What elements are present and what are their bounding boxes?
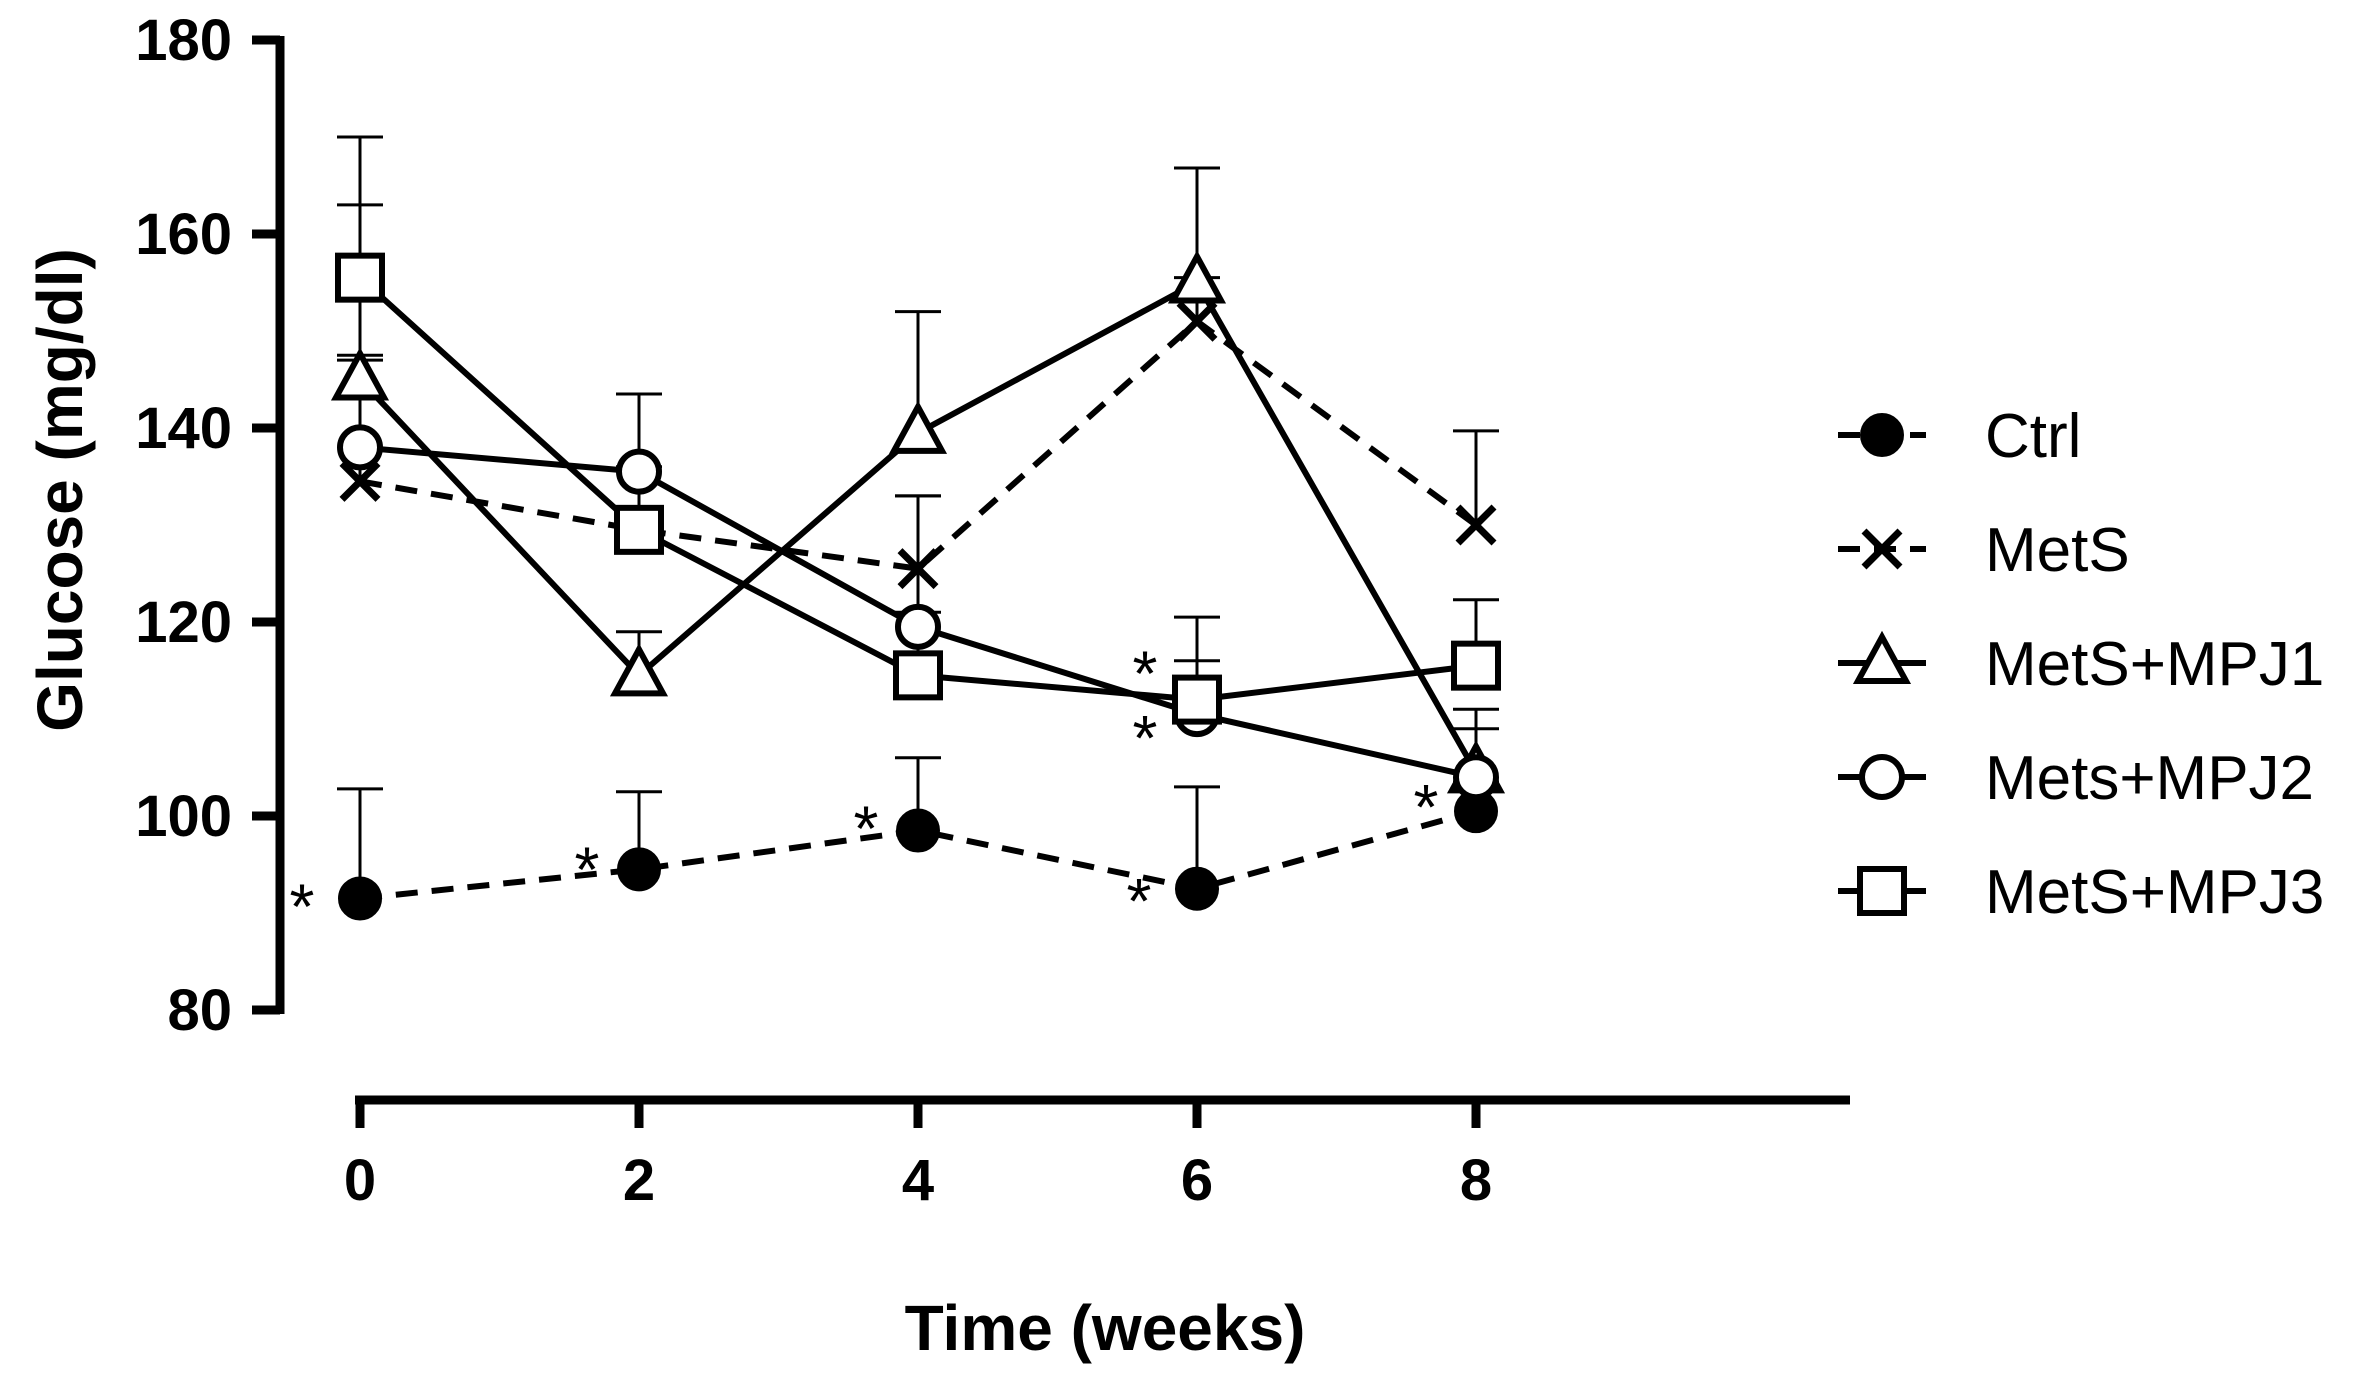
significance-star: * [1133, 638, 1158, 710]
legend-entry: MetS [1838, 516, 2130, 585]
y-tick-label: 80 [167, 978, 232, 1043]
data-point-mets-mpj1 [888, 400, 948, 454]
series-line-mets [359, 318, 1478, 572]
y-tick-label: 100 [135, 784, 232, 849]
data-point-mets [339, 460, 381, 502]
y-tick-label: 160 [135, 202, 232, 267]
data-point-mets-mpj1 [330, 347, 390, 401]
legend-label: Ctrl [1985, 402, 2081, 471]
series-line-ctrl [359, 808, 1477, 902]
significance-star: * [854, 793, 879, 865]
y-tick-label: 180 [135, 8, 232, 73]
data-point-mets-mpj2 [895, 603, 941, 650]
legend-marker [1861, 528, 1903, 570]
error-bars [337, 135, 1499, 899]
data-point-mets-mpj3 [335, 252, 385, 303]
legend-label: MetS+MPJ1 [1985, 630, 2324, 699]
y-tick-label: 140 [135, 396, 232, 461]
legend-marker [1859, 754, 1905, 800]
legend-marker [1860, 413, 1904, 457]
data-point-mets-mpj2 [337, 424, 383, 471]
significance-star: * [1414, 771, 1439, 843]
data-point-mets-mpj1 [609, 643, 669, 697]
significance-annotations: ******* [290, 638, 1439, 943]
data-point-mets [897, 548, 939, 590]
legend-entry: Mets+MPJ2 [1838, 744, 2314, 813]
data-point-mets-mpj2 [1453, 754, 1499, 801]
data-point-mets-mpj2 [616, 448, 662, 495]
legend-entry: Ctrl [1838, 402, 2081, 471]
legend-marker [1857, 866, 1907, 916]
x-tick-label: 0 [344, 1148, 376, 1213]
data-point-ctrl [896, 808, 940, 853]
x-axis-title: Time (weeks) [905, 1292, 1306, 1364]
y-axis-title: Glucose (mg/dl) [24, 248, 96, 732]
data-point-ctrl [338, 876, 382, 921]
data-point-mets [1176, 300, 1218, 342]
data-point-ctrl [1175, 866, 1219, 911]
x-tick-label: 8 [1460, 1148, 1492, 1213]
x-tick-label: 4 [902, 1148, 934, 1213]
legend-entry: MetS+MPJ1 [1838, 630, 2324, 699]
significance-star: * [1133, 702, 1158, 774]
data-point-mets [1455, 504, 1497, 546]
x-tick-label: 6 [1181, 1148, 1213, 1213]
data-point-mets-mpj3 [1172, 674, 1222, 725]
data-point-mets-mpj3 [893, 650, 943, 701]
legend-label: MetS [1985, 516, 2130, 585]
data-point-mets-mpj3 [614, 504, 664, 555]
significance-star: * [575, 833, 600, 905]
legend-label: MetS+MPJ3 [1985, 858, 2324, 927]
significance-star: * [290, 870, 315, 942]
legend-label: Mets+MPJ2 [1985, 744, 2314, 813]
legend-marker [1852, 630, 1912, 684]
axes: 80 100 120 140 160 180 0 2 4 6 8 [135, 8, 1850, 1213]
data-point-ctrl [617, 847, 661, 892]
legend: Ctrl MetS MetS+MPJ1 Mets+MPJ2 MetS+MPJ3 [1838, 402, 2324, 927]
data-point-mets-mpj3 [1451, 640, 1501, 691]
y-tick-label: 120 [135, 590, 232, 655]
series-markers [330, 250, 1506, 921]
significance-star: * [1127, 865, 1152, 937]
x-tick-label: 2 [623, 1148, 655, 1213]
legend-entry: MetS+MPJ3 [1838, 858, 2324, 927]
data-point-mets-mpj1 [1167, 250, 1227, 304]
